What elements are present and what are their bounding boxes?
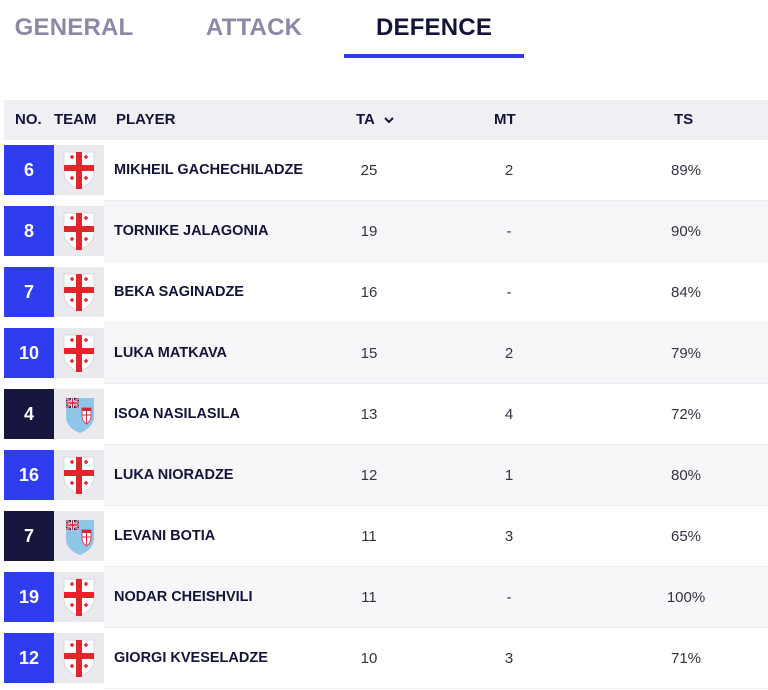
stat-ts: 100%	[666, 588, 706, 606]
tab-attack[interactable]: ATTACK	[205, 14, 303, 41]
row-divider	[104, 566, 768, 567]
header-mt[interactable]: MT	[494, 111, 516, 128]
player-number: 4	[4, 389, 54, 439]
stat-ts: 89%	[670, 161, 702, 179]
georgia-team-logo-icon	[54, 572, 104, 622]
stat-ta: 25	[360, 161, 378, 179]
player-number: 12	[4, 633, 54, 683]
stat-mt: 2	[504, 161, 514, 179]
player-number: 8	[4, 206, 54, 256]
row-background	[104, 445, 768, 506]
player-number: 19	[4, 572, 54, 622]
row-divider	[104, 444, 768, 445]
row-divider	[104, 627, 768, 628]
header-team: TEAM	[54, 111, 97, 128]
table-row[interactable]: 7 LEVANI BOTIA 11 3 65%	[4, 506, 768, 567]
header-ta-label: TA	[356, 111, 375, 128]
header-ta[interactable]: TA	[356, 111, 395, 128]
georgia-team-logo-icon	[54, 267, 104, 317]
player-name[interactable]: ISOA NASILASILA	[114, 406, 240, 422]
defence-stats-table: NO. TEAM PLAYER TA MT TS 6 MIKHEIL GACHE…	[4, 100, 768, 689]
row-divider	[104, 505, 768, 506]
player-number: 7	[4, 511, 54, 561]
table-header: NO. TEAM PLAYER TA MT TS	[4, 100, 768, 140]
row-divider	[104, 200, 768, 201]
header-player: PLAYER	[116, 111, 176, 128]
stat-mt: 1	[504, 466, 514, 484]
stat-mt: 3	[504, 527, 514, 545]
stat-mt: 3	[504, 649, 514, 667]
stat-ta: 11	[361, 527, 377, 545]
row-background	[104, 323, 768, 384]
player-number: 10	[4, 328, 54, 378]
table-row[interactable]: 4 ISOA NASILASILA 13 4 72%	[4, 384, 768, 445]
table-row[interactable]: 16 LUKA NIORADZE 12 1 80%	[4, 445, 768, 506]
player-name[interactable]: MIKHEIL GACHECHILADZE	[114, 162, 304, 178]
stat-ts: 65%	[670, 527, 702, 545]
player-name[interactable]: LEVANI BOTIA	[114, 528, 216, 544]
stat-ts: 72%	[670, 405, 702, 423]
header-ts[interactable]: TS	[674, 111, 694, 128]
player-number: 16	[4, 450, 54, 500]
stat-ta: 15	[360, 344, 378, 362]
tab-defence-label: DEFENCE	[375, 14, 493, 41]
player-number: 7	[4, 267, 54, 317]
georgia-team-logo-icon	[54, 450, 104, 500]
player-number: 6	[4, 145, 54, 195]
stat-ta: 11	[361, 588, 377, 606]
fiji-team-logo-icon	[54, 511, 104, 561]
stat-mt: 2	[504, 344, 514, 362]
table-body: 6 MIKHEIL GACHECHILADZE 25 2 89% 8 TORNI…	[4, 140, 768, 689]
row-background	[104, 567, 768, 628]
georgia-team-logo-icon	[54, 633, 104, 683]
row-background	[104, 201, 768, 262]
stat-mt: -	[506, 283, 512, 301]
chevron-down-icon	[383, 117, 394, 124]
georgia-team-logo-icon	[54, 145, 104, 195]
stat-mt: 4	[504, 405, 514, 423]
fiji-team-logo-icon	[54, 389, 104, 439]
stat-ta: 10	[360, 649, 378, 667]
player-name[interactable]: TORNIKE JALAGONIA	[114, 223, 269, 239]
player-name[interactable]: BEKA SAGINADZE	[114, 284, 244, 300]
stat-ts: 84%	[670, 283, 702, 301]
player-name[interactable]: GIORGI KVESELADZE	[114, 650, 268, 666]
stat-ta: 12	[360, 466, 378, 484]
active-tab-indicator	[344, 54, 524, 58]
table-row[interactable]: 10 LUKA MATKAVA 15 2 79%	[4, 323, 768, 384]
row-divider	[104, 688, 768, 689]
tab-defence[interactable]: DEFENCE	[344, 14, 524, 58]
tab-general[interactable]: GENERAL	[14, 14, 134, 41]
player-name[interactable]: NODAR CHEISHVILI	[114, 589, 253, 605]
player-name[interactable]: LUKA NIORADZE	[114, 467, 234, 483]
table-row[interactable]: 12 GIORGI KVESELADZE 10 3 71%	[4, 628, 768, 689]
stat-ts: 71%	[670, 649, 702, 667]
row-divider	[104, 383, 768, 384]
georgia-team-logo-icon	[54, 328, 104, 378]
table-row[interactable]: 8 TORNIKE JALAGONIA 19 - 90%	[4, 201, 768, 262]
stat-ta: 19	[360, 222, 378, 240]
stats-tabs: GENERAL ATTACK DEFENCE	[0, 0, 768, 60]
stat-ta: 13	[360, 405, 378, 423]
stat-mt: -	[506, 222, 512, 240]
stat-ta: 16	[360, 283, 378, 301]
stat-ts: 90%	[670, 222, 702, 240]
stat-mt: -	[506, 588, 512, 606]
row-divider	[104, 322, 768, 323]
stat-ts: 79%	[670, 344, 702, 362]
stat-ts: 80%	[670, 466, 702, 484]
header-no: NO.	[15, 111, 42, 128]
georgia-team-logo-icon	[54, 206, 104, 256]
player-name[interactable]: LUKA MATKAVA	[114, 345, 228, 361]
table-row[interactable]: 7 BEKA SAGINADZE 16 - 84%	[4, 262, 768, 323]
table-row[interactable]: 19 NODAR CHEISHVILI 11 - 100%	[4, 567, 768, 628]
table-row[interactable]: 6 MIKHEIL GACHECHILADZE 25 2 89%	[4, 140, 768, 201]
row-divider	[104, 261, 768, 262]
